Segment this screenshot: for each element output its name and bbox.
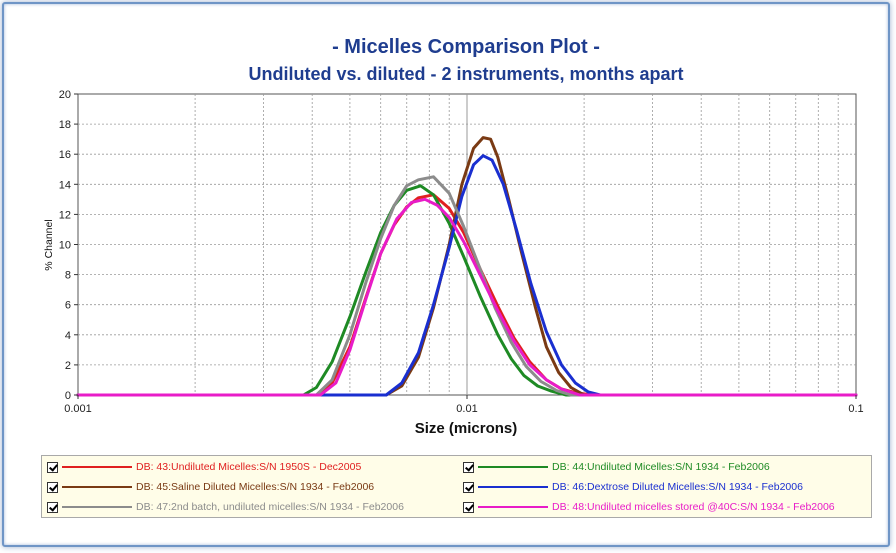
legend-item: DB: 47:2nd batch, undiluted micelles:S/N… (47, 499, 404, 515)
x-tick-label: 0.001 (64, 403, 92, 415)
y-tick-label: 6 (65, 300, 71, 312)
legend-swatch (62, 506, 132, 508)
chart-title: - Micelles Comparison Plot - (332, 36, 600, 58)
y-tick-label: 10 (59, 240, 71, 252)
series-line-2 (76, 184, 858, 397)
x-tick-label: 0.01 (456, 403, 477, 415)
legend-swatch (478, 506, 548, 508)
legend-checkbox[interactable] (47, 461, 58, 473)
legend-swatch (62, 466, 132, 468)
legend-swatch (478, 466, 548, 468)
x-axis-title: Size (microns) (415, 420, 518, 437)
legend-label: DB: 43:Undiluted Micelles:S/N 1950S - De… (136, 461, 362, 473)
axis-layer: 0 2 4 6 8 10 12 14 16 18 20 0.001 0.01 0.1 (59, 89, 864, 415)
chart-subtitle: Undiluted vs. diluted - 2 instruments, m… (248, 64, 683, 84)
legend-checkbox[interactable] (47, 501, 58, 513)
legend-swatch (478, 486, 548, 488)
y-tick-label: 4 (65, 330, 71, 342)
y-tick-label: 2 (65, 360, 71, 372)
legend-item: DB: 43:Undiluted Micelles:S/N 1950S - De… (47, 459, 361, 475)
legend-checkbox[interactable] (463, 461, 474, 473)
legend-item: DB: 48:Undiluted micelles stored @40C:S/… (463, 499, 835, 515)
legend-checkbox[interactable] (463, 481, 474, 493)
series-line-6 (76, 197, 858, 397)
legend-label: DB: 46:Dextrose Diluted Micelles:S/N 193… (552, 481, 803, 493)
series-layer (76, 136, 858, 397)
series-line-3 (76, 136, 858, 397)
y-tick-label: 12 (59, 209, 71, 221)
legend-item: DB: 46:Dextrose Diluted Micelles:S/N 193… (463, 479, 803, 495)
y-tick-label: 0 (65, 390, 71, 402)
legend-label: DB: 48:Undiluted micelles stored @40C:S/… (552, 501, 835, 513)
y-tick-label: 16 (59, 149, 71, 161)
legend-label: DB: 44:Undiluted Micelles:S/N 1934 - Feb… (552, 461, 770, 473)
grid-layer (78, 94, 856, 395)
x-tick-label: 0.1 (848, 403, 863, 415)
y-axis-title: % Channel (43, 219, 55, 270)
series-line-4 (76, 154, 858, 397)
legend-checkbox[interactable] (47, 481, 58, 493)
series-line-5 (76, 175, 858, 397)
legend-item: DB: 44:Undiluted Micelles:S/N 1934 - Feb… (463, 459, 770, 475)
legend-item: DB: 45:Saline Diluted Micelles:S/N 1934 … (47, 479, 374, 495)
y-tick-label: 20 (59, 89, 71, 101)
legend: DB: 43:Undiluted Micelles:S/N 1950S - De… (41, 455, 872, 518)
legend-label: DB: 45:Saline Diluted Micelles:S/N 1934 … (136, 481, 375, 493)
y-tick-label: 14 (59, 179, 71, 191)
legend-checkbox[interactable] (463, 501, 474, 513)
legend-swatch (62, 486, 132, 488)
y-tick-label: 8 (65, 270, 71, 282)
y-tick-label: 18 (59, 119, 71, 131)
legend-label: DB: 47:2nd batch, undiluted micelles:S/N… (136, 501, 404, 513)
